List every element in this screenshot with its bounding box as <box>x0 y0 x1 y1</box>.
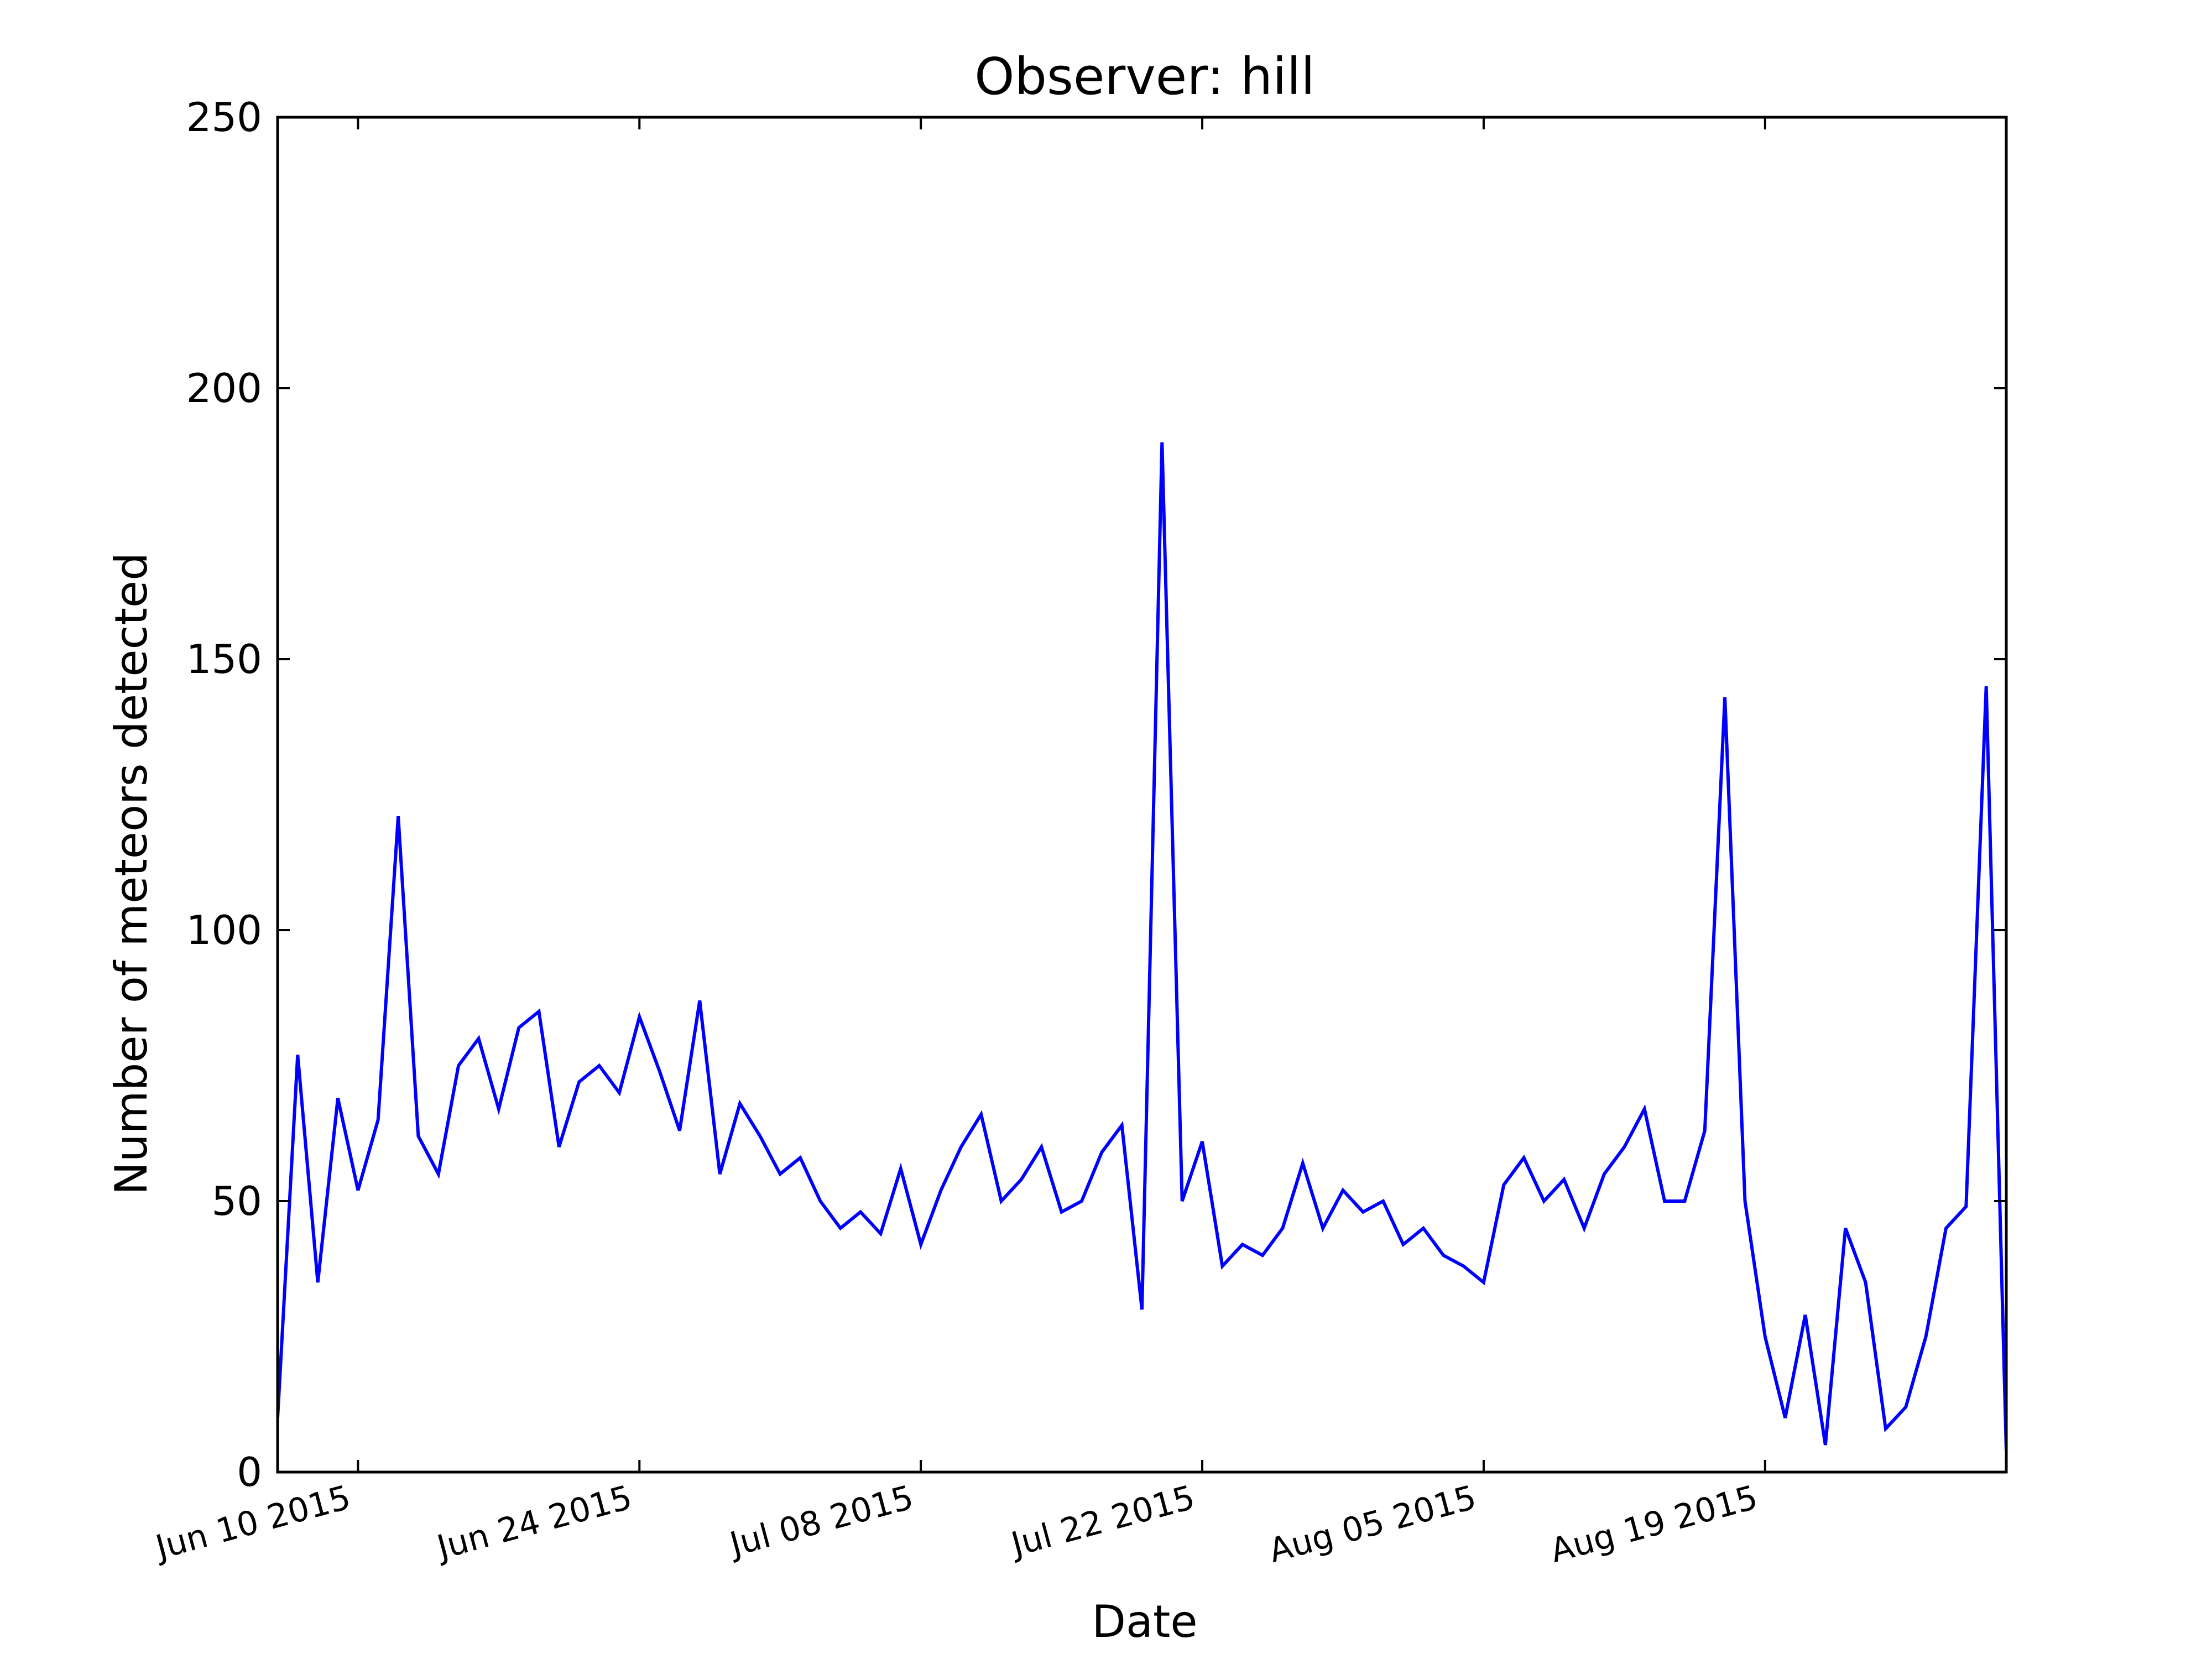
y-tick-label: 50 <box>211 1178 262 1224</box>
y-tick-label: 0 <box>237 1449 262 1495</box>
plot-area <box>278 442 2006 1451</box>
y-axis-label: Number of meteors detected <box>106 552 157 1195</box>
y-tick-label: 250 <box>186 94 262 140</box>
axes-frame <box>276 116 2008 1474</box>
y-tick-label: 150 <box>186 636 262 682</box>
y-tick-label: 200 <box>186 365 262 411</box>
y-tick-label: 100 <box>186 907 262 953</box>
chart-title: Observer: hill <box>974 47 1315 106</box>
x-axis-label: Date <box>1092 1596 1197 1647</box>
series-line-0 <box>278 442 2006 1451</box>
